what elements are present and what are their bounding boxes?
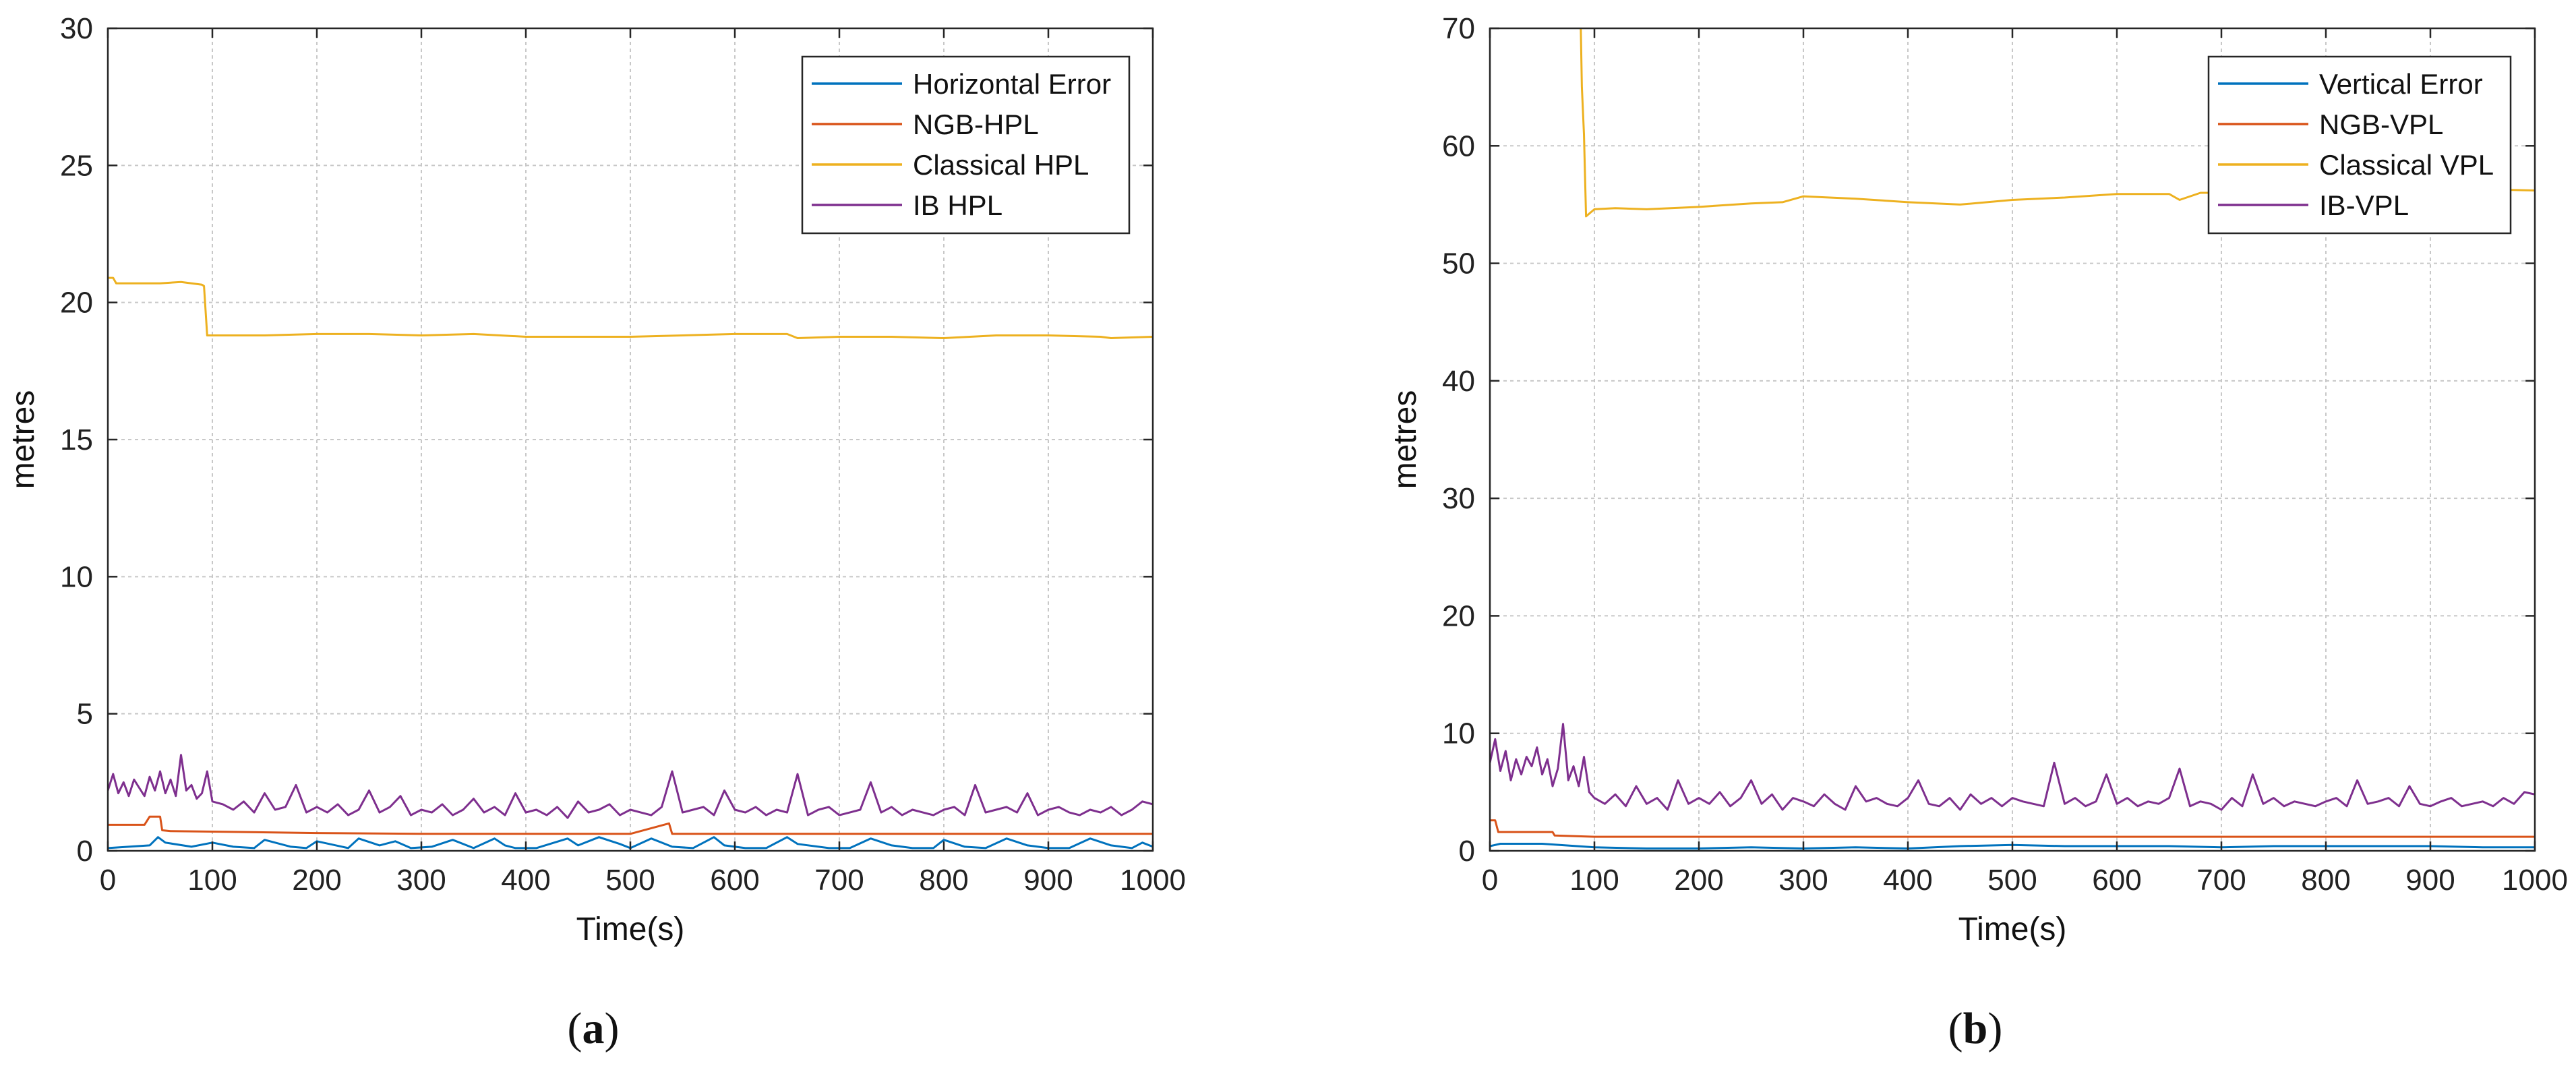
y-tick-label: 25 (60, 149, 93, 182)
x-tick-label: 1000 (2502, 864, 2568, 897)
series-line-horizontal-error (108, 836, 1153, 849)
series-line-classical-hpl (108, 276, 1153, 339)
y-tick-label: 10 (1442, 717, 1475, 750)
x-tick-label: 700 (814, 864, 864, 897)
x-tick-label: 0 (100, 864, 116, 897)
y-axis-label: metres (5, 390, 41, 489)
x-tick-label: 100 (187, 864, 237, 897)
legend-entry-label: IB-VPL (2319, 189, 2409, 221)
series-line-ib-hpl (108, 754, 1153, 819)
y-tick-label: 20 (1442, 599, 1475, 632)
panel-label-a: (a) (567, 1004, 620, 1053)
x-tick-label: 100 (1569, 864, 1619, 897)
chart-panel-b: 0 100 200 300 400 500 600 700 800 900 1000 0 10 20 30 4… (1387, 12, 2568, 947)
y-axis-label: metres (1387, 390, 1423, 489)
y-tick-label: 30 (1442, 482, 1475, 515)
y-tick-label: 5 (77, 698, 93, 731)
y-tick-label: 15 (60, 423, 93, 456)
chart-panel-a: 0 100 200 300 400 500 600 700 800 900 1000 0 5 10 15 20… (5, 12, 1186, 947)
x-tick-label: 500 (605, 864, 655, 897)
x-tick-label: 300 (396, 864, 446, 897)
legend: Vertical Error NGB-VPL Classical VPL IB-VPL (2207, 55, 2512, 235)
x-axis-label: Time(s) (1958, 912, 2067, 947)
y-tick-label: 70 (1442, 12, 1475, 45)
legend-entry-label: NGB-HPL (913, 109, 1039, 140)
x-axis-label: Time(s) (576, 912, 685, 947)
x-tick-label: 1000 (1120, 864, 1186, 897)
series-line-ngb-hpl (108, 815, 1153, 835)
y-tick-label: 30 (60, 12, 93, 45)
series-line-ngb-vpl (1490, 819, 2535, 838)
x-tick-label: 900 (2405, 864, 2455, 897)
x-tick-label: 200 (292, 864, 341, 897)
panel-label-b: (b) (1948, 1004, 2003, 1053)
x-tick-label: 800 (2301, 864, 2350, 897)
x-tick-label: 0 (1482, 864, 1498, 897)
y-tick-label: 50 (1442, 247, 1475, 280)
y-tick-label: 60 (1442, 129, 1475, 162)
legend-entry-label: Vertical Error (2319, 68, 2483, 100)
y-tick-label: 40 (1442, 365, 1475, 398)
legend-entry-label: IB HPL (913, 189, 1002, 221)
y-tick-label: 20 (60, 287, 93, 320)
x-tick-label: 200 (1674, 864, 1723, 897)
legend-entry-label: NGB-VPL (2319, 109, 2443, 140)
y-tick-label: 10 (60, 560, 93, 593)
x-tick-label: 400 (501, 864, 550, 897)
x-tick-label: 600 (2092, 864, 2141, 897)
x-tick-label: 900 (1023, 864, 1073, 897)
legend: Horizontal Error NGB-HPL Classical HPL IB H… (801, 55, 1131, 235)
legend-entry-label: Classical VPL (2319, 149, 2494, 181)
x-tick-label: 600 (710, 864, 759, 897)
y-tick-label: 0 (77, 835, 93, 868)
x-tick-label: 400 (1883, 864, 1932, 897)
x-tick-label: 500 (1987, 864, 2037, 897)
legend-entry-label: Classical HPL (913, 149, 1089, 181)
x-tick-label: 300 (1778, 864, 1828, 897)
x-tick-label: 800 (919, 864, 968, 897)
y-tick-label: 0 (1459, 835, 1475, 868)
series-line-vertical-error (1490, 843, 2535, 849)
legend-entry-label: Horizontal Error (913, 68, 1111, 100)
series-line-ib-vpl (1490, 723, 2535, 811)
x-tick-label: 700 (2196, 864, 2246, 897)
